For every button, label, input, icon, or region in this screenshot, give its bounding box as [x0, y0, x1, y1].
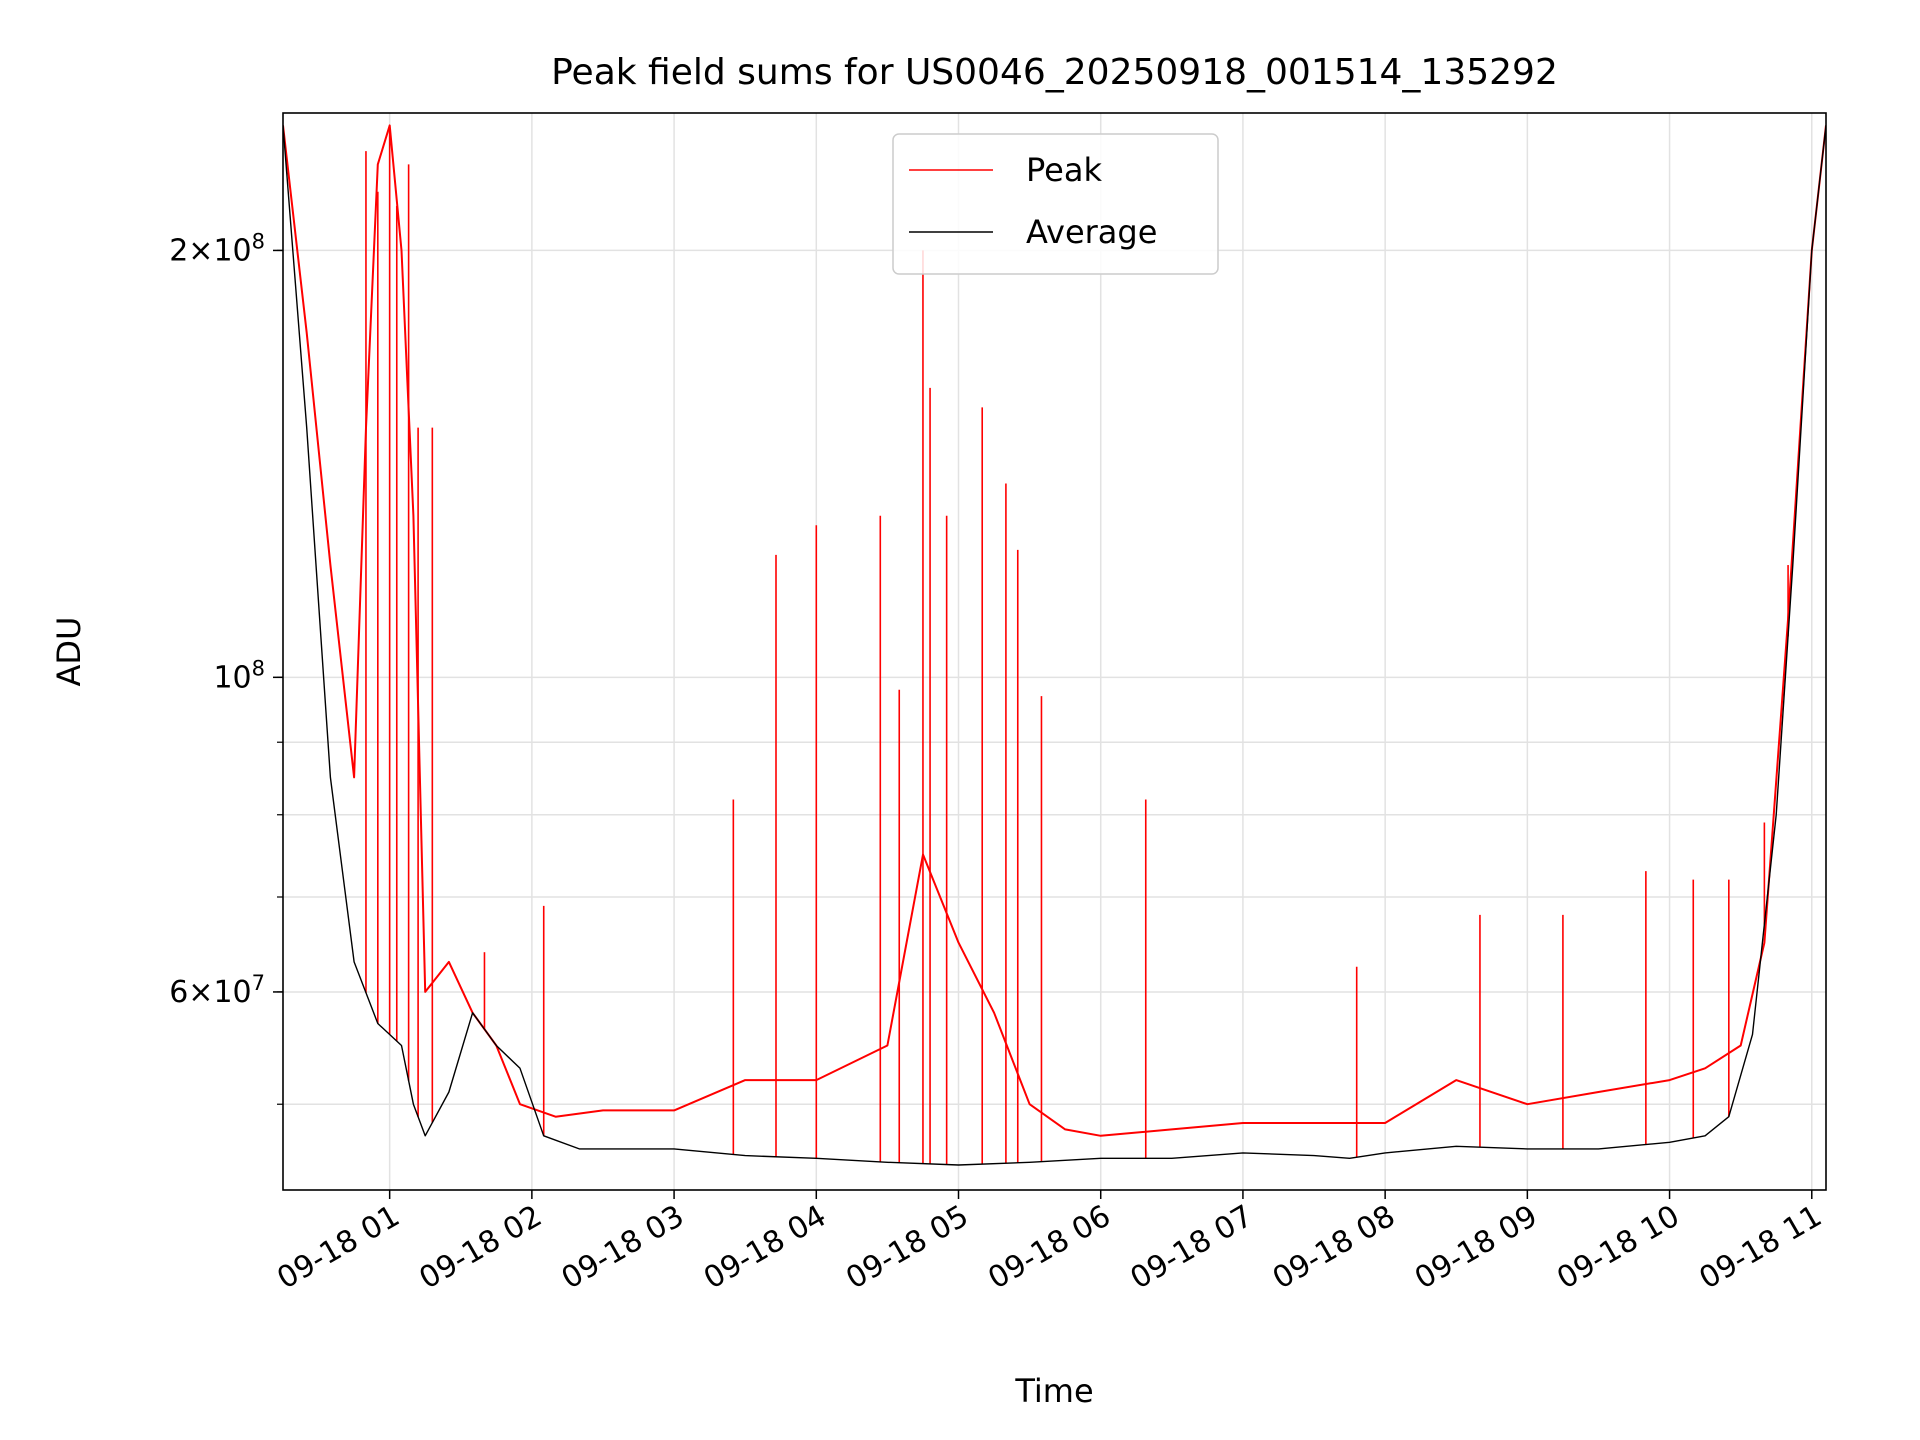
- series-average: [283, 125, 1826, 1166]
- y-tick-base: 10: [213, 660, 251, 695]
- series-line-peak: [283, 124, 1826, 1137]
- legend-box: [892, 133, 1219, 275]
- series-line-average: [283, 125, 1826, 1166]
- legend-label-peak: Peak: [1026, 151, 1102, 189]
- y-tick-label: 108: [213, 656, 265, 695]
- plot-frame: [282, 112, 1827, 1191]
- y-tick-base: 6×10: [169, 975, 251, 1010]
- y-tick-exponent: 7: [252, 971, 265, 995]
- x-axis-label: Time: [1014, 1372, 1093, 1410]
- legend-label-average: Average: [1026, 213, 1157, 251]
- chart-title: Peak field sums for US0046_20250918_0015…: [551, 52, 1558, 93]
- y-axis-label: ADU: [50, 617, 88, 687]
- y-tick-exponent: 8: [252, 656, 265, 680]
- legend: Peak Average: [892, 133, 1219, 275]
- y-tick-label: 6×107: [169, 971, 265, 1010]
- series-peak: [283, 124, 1826, 1165]
- y-tick-label: 2×108: [169, 229, 265, 268]
- plot-series-layer: [283, 124, 1826, 1166]
- grid-lines: [283, 113, 1826, 1190]
- y-tick-base: 2×10: [169, 233, 251, 268]
- y-tick-exponent: 8: [252, 229, 265, 253]
